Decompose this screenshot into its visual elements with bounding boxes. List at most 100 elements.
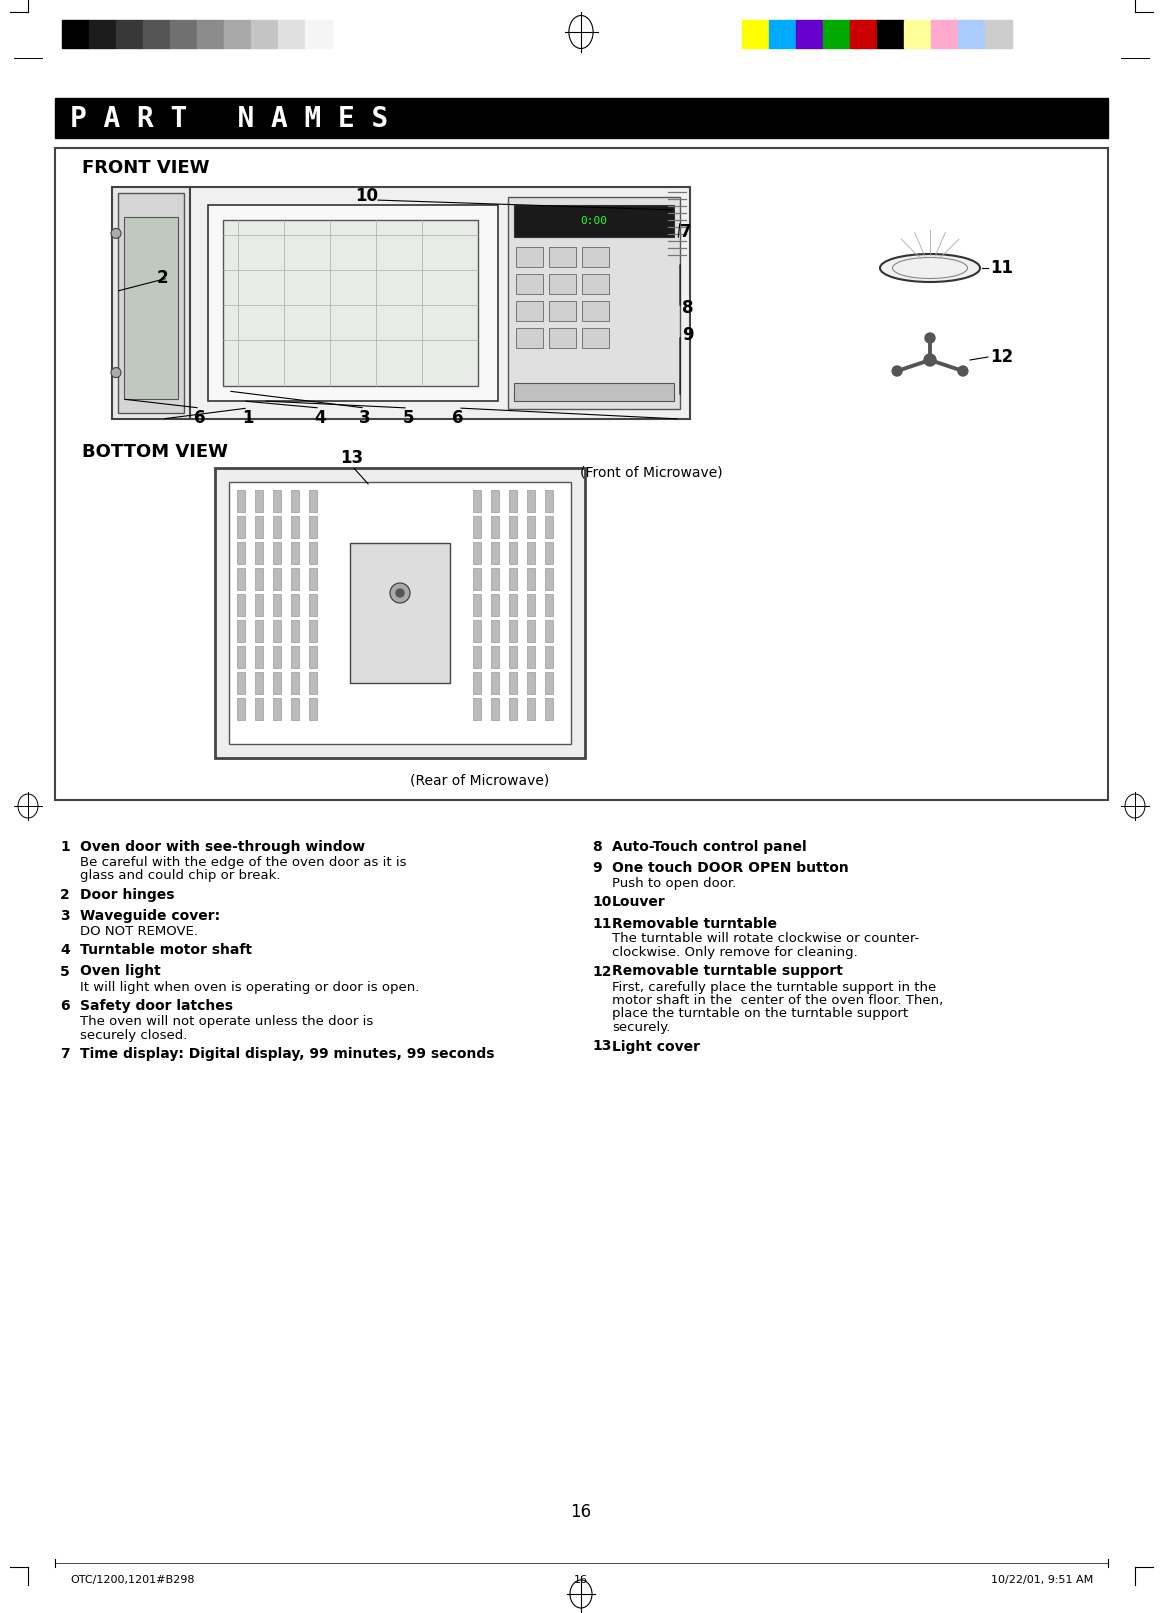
Bar bbox=[516, 247, 543, 268]
Text: Door hinges: Door hinges bbox=[80, 889, 174, 902]
Bar bbox=[491, 568, 499, 590]
Bar bbox=[473, 568, 481, 590]
Bar bbox=[491, 619, 499, 642]
Bar bbox=[509, 490, 518, 511]
Bar bbox=[255, 619, 263, 642]
Text: 7: 7 bbox=[680, 223, 692, 240]
Text: 11: 11 bbox=[592, 916, 612, 931]
Bar bbox=[55, 98, 1108, 139]
Bar bbox=[509, 698, 518, 719]
Text: 6: 6 bbox=[194, 410, 206, 427]
Bar bbox=[509, 673, 518, 694]
Text: 11: 11 bbox=[990, 260, 1013, 277]
Bar bbox=[143, 19, 170, 48]
Text: 4: 4 bbox=[60, 944, 70, 958]
Bar bbox=[291, 516, 299, 539]
Bar bbox=[273, 673, 281, 694]
Circle shape bbox=[110, 229, 121, 239]
Bar bbox=[491, 594, 499, 616]
Bar bbox=[473, 490, 481, 511]
Bar bbox=[251, 19, 278, 48]
Bar bbox=[545, 673, 552, 694]
Text: One touch DOOR OPEN button: One touch DOOR OPEN button bbox=[612, 861, 849, 874]
Bar bbox=[527, 619, 535, 642]
Text: (Front of Microwave): (Front of Microwave) bbox=[580, 466, 722, 481]
Bar bbox=[545, 516, 552, 539]
Bar bbox=[309, 619, 317, 642]
Bar bbox=[255, 490, 263, 511]
Bar bbox=[224, 19, 251, 48]
Bar bbox=[769, 19, 795, 48]
Bar bbox=[273, 568, 281, 590]
Text: 7: 7 bbox=[60, 1047, 70, 1061]
Text: The turntable will rotate clockwise or counter-: The turntable will rotate clockwise or c… bbox=[612, 932, 919, 945]
Bar bbox=[545, 490, 552, 511]
Circle shape bbox=[395, 589, 404, 597]
Bar bbox=[223, 219, 478, 386]
Bar bbox=[237, 673, 245, 694]
Bar bbox=[117, 194, 184, 413]
Bar bbox=[491, 698, 499, 719]
Bar bbox=[545, 619, 552, 642]
Bar bbox=[514, 382, 675, 402]
Text: First, carefully place the turntable support in the: First, carefully place the turntable sup… bbox=[612, 981, 936, 994]
Bar bbox=[545, 645, 552, 668]
Text: Removable turntable support: Removable turntable support bbox=[612, 965, 843, 979]
Bar bbox=[309, 645, 317, 668]
Bar bbox=[190, 187, 690, 419]
Bar bbox=[255, 645, 263, 668]
Text: motor shaft in the  center of the oven floor. Then,: motor shaft in the center of the oven fl… bbox=[612, 994, 943, 1007]
Bar bbox=[527, 516, 535, 539]
Bar bbox=[350, 544, 450, 682]
Ellipse shape bbox=[880, 253, 980, 282]
Bar bbox=[509, 594, 518, 616]
Bar bbox=[516, 327, 543, 348]
Bar bbox=[473, 698, 481, 719]
Bar bbox=[516, 302, 543, 321]
Bar bbox=[527, 568, 535, 590]
Bar bbox=[291, 698, 299, 719]
Bar bbox=[237, 568, 245, 590]
Bar bbox=[549, 247, 576, 268]
Bar bbox=[170, 19, 197, 48]
Bar bbox=[291, 542, 299, 565]
Bar bbox=[527, 594, 535, 616]
Bar bbox=[208, 205, 498, 402]
Bar bbox=[309, 568, 317, 590]
Bar bbox=[509, 516, 518, 539]
Text: 3: 3 bbox=[359, 410, 371, 427]
Bar bbox=[273, 619, 281, 642]
Text: 8: 8 bbox=[682, 298, 693, 318]
Bar bbox=[491, 645, 499, 668]
Text: 3: 3 bbox=[60, 910, 70, 923]
Bar bbox=[473, 594, 481, 616]
Text: Removable turntable: Removable turntable bbox=[612, 916, 777, 931]
Bar bbox=[255, 542, 263, 565]
Text: 2: 2 bbox=[60, 889, 70, 902]
Bar bbox=[545, 698, 552, 719]
Bar bbox=[309, 542, 317, 565]
Text: 10: 10 bbox=[592, 895, 612, 910]
Bar bbox=[516, 274, 543, 294]
Text: 5: 5 bbox=[402, 410, 414, 427]
Circle shape bbox=[892, 366, 902, 376]
Text: 10/22/01, 9:51 AM: 10/22/01, 9:51 AM bbox=[991, 1574, 1093, 1586]
Text: BOTTOM VIEW: BOTTOM VIEW bbox=[83, 444, 228, 461]
Bar bbox=[473, 673, 481, 694]
Bar bbox=[273, 645, 281, 668]
Bar bbox=[273, 490, 281, 511]
Bar bbox=[237, 619, 245, 642]
Text: 9: 9 bbox=[682, 326, 693, 344]
Bar bbox=[582, 247, 609, 268]
Text: 2: 2 bbox=[156, 269, 167, 287]
Bar bbox=[309, 490, 317, 511]
Bar bbox=[197, 19, 224, 48]
Text: 10: 10 bbox=[356, 187, 378, 205]
Text: Push to open door.: Push to open door. bbox=[612, 877, 736, 890]
Bar bbox=[823, 19, 850, 48]
Text: 4: 4 bbox=[314, 410, 326, 427]
Bar bbox=[112, 187, 190, 419]
Text: securely closed.: securely closed. bbox=[80, 1029, 187, 1042]
Text: Time display: Digital display, 99 minutes, 99 seconds: Time display: Digital display, 99 minute… bbox=[80, 1047, 494, 1061]
Bar bbox=[273, 542, 281, 565]
